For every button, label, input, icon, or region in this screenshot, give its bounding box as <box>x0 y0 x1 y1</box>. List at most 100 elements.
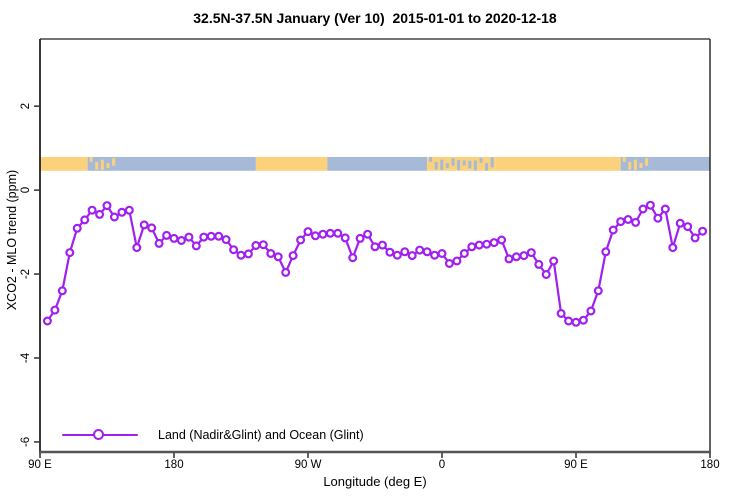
coast-fleck <box>479 157 483 163</box>
data-point-marker <box>675 218 685 228</box>
data-point-marker <box>236 250 246 260</box>
x-axis-label: Longitude (deg E) <box>323 474 427 489</box>
data-point-marker <box>578 315 588 325</box>
y-tick-label: 0 <box>20 187 32 193</box>
map-strip <box>40 156 710 171</box>
coast-fleck <box>622 156 626 162</box>
data-point-marker <box>355 233 365 243</box>
coast-fleck <box>106 163 110 169</box>
data-point-marker <box>154 238 164 248</box>
coast-fleck <box>429 156 433 162</box>
data-point-marker <box>214 231 224 241</box>
data-point-marker <box>370 242 380 252</box>
data-point-marker <box>519 251 529 261</box>
data-point-marker <box>162 230 172 240</box>
data-point-marker <box>318 229 328 239</box>
data-point-marker <box>124 205 134 215</box>
data-point-marker <box>400 247 410 257</box>
data-point-marker <box>474 240 484 250</box>
data-point-marker <box>541 270 551 280</box>
data-point-marker <box>72 223 82 233</box>
data-point-marker <box>497 235 507 245</box>
coast-fleck <box>462 160 466 166</box>
data-point-marker <box>87 205 97 215</box>
data-point-marker <box>348 253 358 263</box>
data-point-marker <box>199 232 209 242</box>
y-tick-label: -6 <box>20 437 32 447</box>
data-point-marker <box>296 235 306 245</box>
data-point-marker <box>229 245 239 255</box>
coast-fleck <box>100 159 104 170</box>
data-point-marker <box>139 220 149 230</box>
data-point-marker <box>102 201 112 211</box>
data-point-marker <box>95 209 105 219</box>
data-point-marker <box>683 222 693 232</box>
data-point-marker <box>698 226 708 236</box>
data-point-marker <box>437 249 447 259</box>
data-point-marker <box>184 232 194 242</box>
coast-fleck <box>468 160 472 169</box>
data-point-marker <box>571 317 581 327</box>
coast-fleck <box>485 163 489 171</box>
map-strip-segment-land <box>495 156 621 171</box>
data-point-marker <box>132 243 142 253</box>
data-point-marker <box>50 305 60 315</box>
map-strip-segment-land <box>255 156 328 171</box>
map-strip-segment-land <box>40 156 88 171</box>
data-point-marker <box>653 213 663 223</box>
data-point-marker <box>608 225 618 235</box>
data-point-marker <box>169 233 179 243</box>
data-point-marker <box>668 243 678 253</box>
data-point-marker <box>251 241 261 251</box>
coast-fleck <box>628 161 632 170</box>
data-point-marker <box>303 227 313 237</box>
map-strip-segment-coast-dense <box>427 156 496 171</box>
x-axis-ticks: 90 E 180 90 W 0 90 E 180 <box>28 453 720 471</box>
data-point-marker <box>459 249 469 259</box>
data-point-marker <box>489 238 499 248</box>
data-point-marker <box>147 223 157 233</box>
data-point-marker <box>482 239 492 249</box>
data-point-marker <box>57 286 67 296</box>
data-point-marker <box>340 233 350 243</box>
data-point-marker <box>273 252 283 262</box>
coast-fleck <box>473 160 477 171</box>
data-point-marker <box>452 256 462 266</box>
data-point-marker <box>407 251 417 261</box>
coast-fleck <box>434 161 438 170</box>
legend-open-circle-icon <box>93 428 104 440</box>
data-point-marker <box>444 259 454 269</box>
data-point-marker <box>333 228 343 238</box>
data-point-marker <box>549 256 559 266</box>
coast-fleck <box>440 159 444 170</box>
data-point-marker <box>534 259 544 269</box>
coast-fleck <box>445 163 449 169</box>
data-point-marker <box>564 316 574 326</box>
data-point-marker <box>325 228 335 238</box>
data-point-marker <box>623 215 633 225</box>
data-point-marker <box>117 207 127 217</box>
data-point-marker <box>422 247 432 257</box>
x-tick-label: 180 <box>700 459 719 471</box>
data-point-marker <box>281 267 291 277</box>
data-point-marker <box>504 254 514 264</box>
data-point-marker <box>258 240 268 250</box>
data-point-marker <box>638 204 648 214</box>
data-point-marker <box>206 231 216 241</box>
data-point-marker <box>415 245 425 255</box>
data-point-marker <box>385 247 395 257</box>
x-tick-label: 90 E <box>564 459 588 471</box>
data-point-marker <box>467 242 477 252</box>
data-point-marker <box>243 249 253 259</box>
map-strip-segment-ocean <box>650 156 710 171</box>
map-strip-segment-ocean <box>115 156 256 171</box>
data-point-marker <box>65 248 75 258</box>
coast-fleck <box>451 158 455 166</box>
x-tick-label: 0 <box>439 459 445 471</box>
x-tick-label: 180 <box>164 459 183 471</box>
data-point-marker <box>392 250 402 260</box>
y-tick-label: 2 <box>20 103 32 109</box>
legend-label: Land (Nadir&Glint) and Ocean (Glint) <box>158 427 364 442</box>
data-point-marker <box>645 200 655 210</box>
